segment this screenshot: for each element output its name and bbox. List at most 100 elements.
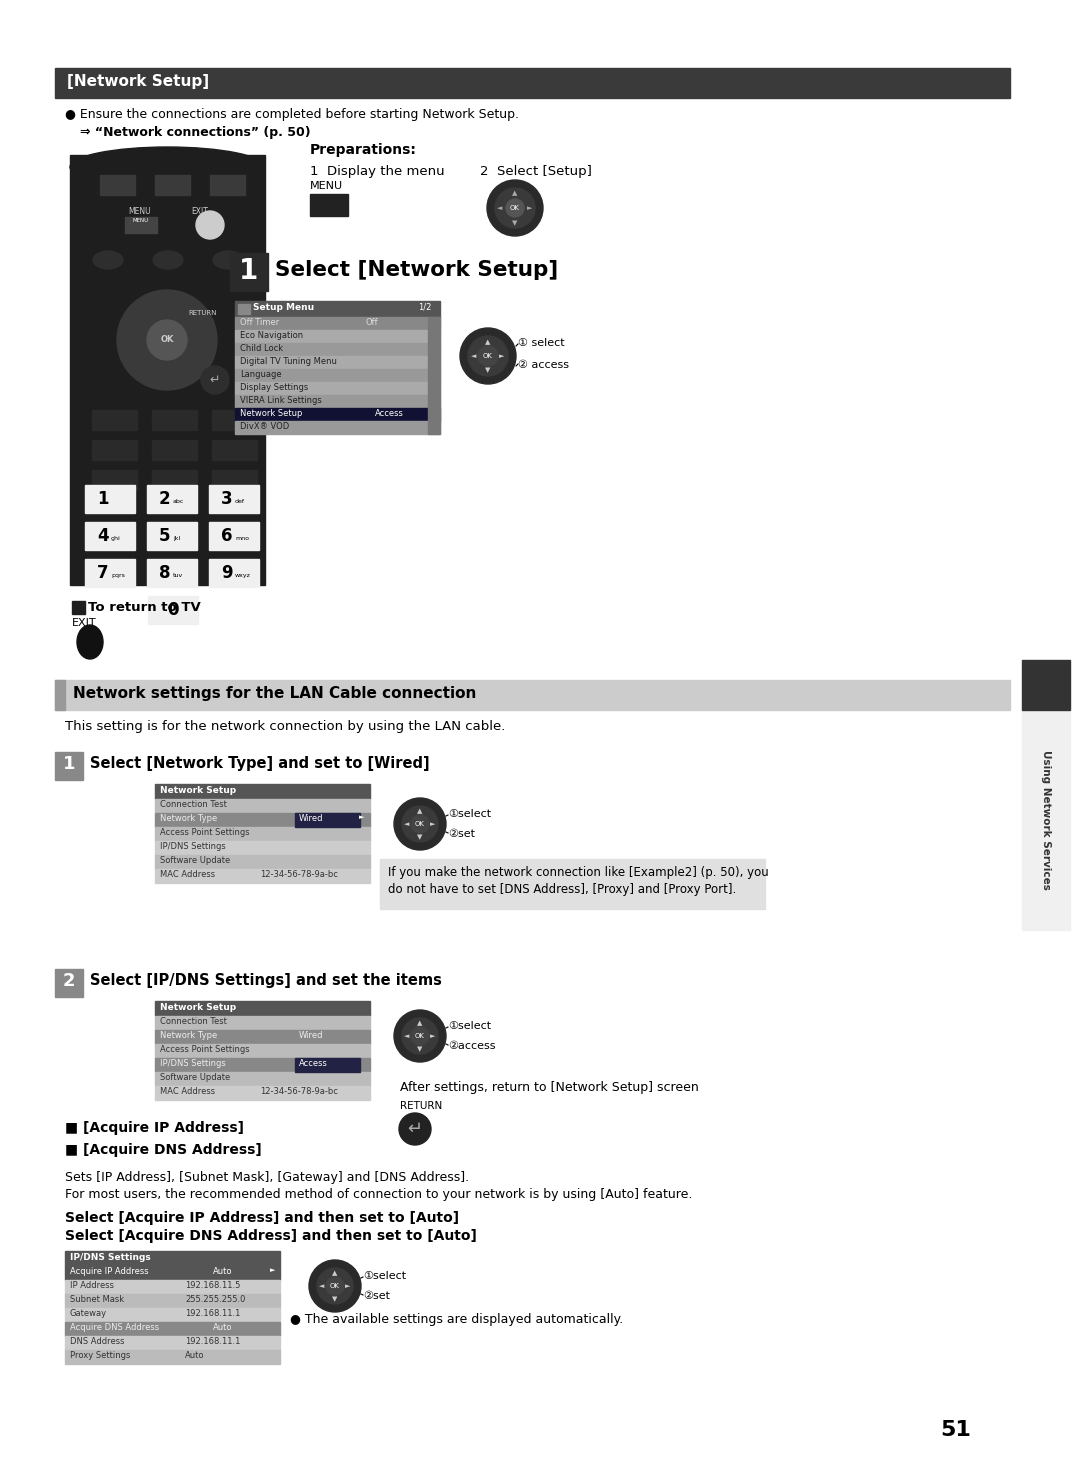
Text: Off: Off bbox=[365, 318, 378, 326]
Text: 6: 6 bbox=[221, 527, 232, 545]
Text: ▼: ▼ bbox=[333, 1296, 338, 1301]
Text: Connection Test: Connection Test bbox=[160, 1017, 227, 1026]
Bar bbox=[230, 253, 268, 291]
Bar bbox=[156, 1058, 370, 1072]
Circle shape bbox=[460, 328, 516, 384]
Circle shape bbox=[495, 187, 535, 228]
Text: ▲: ▲ bbox=[417, 1020, 422, 1026]
Text: Network Setup: Network Setup bbox=[160, 1003, 237, 1012]
Text: Display Settings: Display Settings bbox=[240, 384, 308, 392]
Text: ghi: ghi bbox=[111, 536, 121, 542]
Text: ↵: ↵ bbox=[407, 1120, 422, 1138]
Text: VIERA Link Settings: VIERA Link Settings bbox=[240, 395, 322, 406]
Text: ①select: ①select bbox=[448, 1020, 491, 1031]
Text: Acquire DNS Address: Acquire DNS Address bbox=[70, 1323, 159, 1332]
Text: OK: OK bbox=[415, 821, 424, 827]
Circle shape bbox=[402, 1017, 438, 1054]
Text: ►: ► bbox=[499, 353, 504, 359]
Bar bbox=[212, 470, 257, 490]
Bar bbox=[238, 305, 249, 313]
Ellipse shape bbox=[70, 146, 265, 187]
Text: [Network Setup]: [Network Setup] bbox=[67, 75, 210, 89]
Bar bbox=[210, 559, 259, 587]
Bar bbox=[65, 1280, 280, 1294]
Bar bbox=[156, 1001, 370, 1016]
Text: 7: 7 bbox=[97, 564, 109, 583]
Text: DivX® VOD: DivX® VOD bbox=[240, 422, 289, 430]
Text: Gateway: Gateway bbox=[70, 1309, 107, 1318]
Text: ▲: ▲ bbox=[333, 1269, 338, 1277]
Text: 12-34-56-78-9a-bc: 12-34-56-78-9a-bc bbox=[260, 870, 338, 878]
Bar bbox=[92, 470, 137, 490]
Text: ►: ► bbox=[346, 1282, 351, 1288]
Text: Using Network Services: Using Network Services bbox=[1041, 750, 1051, 890]
Text: ② access: ② access bbox=[518, 360, 569, 370]
Text: Access: Access bbox=[299, 1058, 328, 1069]
Bar bbox=[152, 470, 197, 490]
Text: wxyz: wxyz bbox=[235, 572, 251, 578]
Text: 2  Select [Setup]: 2 Select [Setup] bbox=[480, 165, 592, 179]
Bar bbox=[210, 176, 245, 195]
Text: 4: 4 bbox=[97, 527, 109, 545]
Text: ②set: ②set bbox=[448, 829, 475, 839]
Circle shape bbox=[487, 180, 543, 236]
Text: ►: ► bbox=[430, 821, 435, 827]
Text: Digital TV Tuning Menu: Digital TV Tuning Menu bbox=[240, 357, 337, 366]
Circle shape bbox=[117, 290, 217, 389]
Text: mno: mno bbox=[235, 536, 249, 542]
Bar bbox=[65, 1307, 280, 1322]
Text: ▲: ▲ bbox=[417, 808, 422, 814]
Text: OK: OK bbox=[483, 353, 492, 359]
Text: 1  Display the menu: 1 Display the menu bbox=[310, 165, 445, 179]
Text: pqrs: pqrs bbox=[111, 572, 125, 578]
Bar bbox=[65, 1252, 280, 1266]
Bar bbox=[156, 813, 370, 827]
Text: ◄: ◄ bbox=[471, 353, 476, 359]
Text: Proxy Settings: Proxy Settings bbox=[70, 1351, 131, 1360]
Bar bbox=[428, 318, 440, 433]
Bar bbox=[92, 441, 137, 460]
Text: ● The available settings are displayed automatically.: ● The available settings are displayed a… bbox=[291, 1313, 623, 1326]
Bar bbox=[1022, 710, 1070, 930]
Bar bbox=[310, 195, 348, 217]
Text: Auto: Auto bbox=[213, 1266, 232, 1277]
Text: 8: 8 bbox=[159, 564, 171, 583]
Text: ◄: ◄ bbox=[404, 821, 409, 827]
Circle shape bbox=[411, 1028, 429, 1045]
Text: 1/2: 1/2 bbox=[418, 303, 431, 312]
Text: ①select: ①select bbox=[448, 810, 491, 818]
Circle shape bbox=[201, 366, 229, 394]
Text: Select [Network Type] and set to [Wired]: Select [Network Type] and set to [Wired] bbox=[90, 755, 430, 772]
Text: 192.168.11.1: 192.168.11.1 bbox=[185, 1309, 241, 1318]
Bar bbox=[125, 217, 157, 233]
Text: MAC Address: MAC Address bbox=[160, 870, 215, 878]
Bar bbox=[70, 155, 265, 586]
Text: ▼: ▼ bbox=[512, 220, 517, 225]
Text: 5: 5 bbox=[159, 527, 171, 545]
Text: Setup Menu: Setup Menu bbox=[253, 303, 314, 312]
Text: def: def bbox=[235, 499, 245, 504]
Bar bbox=[147, 559, 197, 587]
Text: ▲: ▲ bbox=[512, 190, 517, 196]
Text: OK: OK bbox=[330, 1282, 340, 1288]
Text: Subnet Mask: Subnet Mask bbox=[70, 1296, 124, 1304]
Text: ◄: ◄ bbox=[404, 1034, 409, 1039]
Text: ▼: ▼ bbox=[417, 834, 422, 840]
Text: EXIT: EXIT bbox=[72, 618, 96, 628]
Circle shape bbox=[195, 211, 224, 239]
Bar bbox=[147, 485, 197, 512]
Text: Language: Language bbox=[240, 370, 282, 379]
Bar bbox=[65, 1294, 280, 1307]
Text: ►: ► bbox=[527, 205, 532, 211]
Text: ►: ► bbox=[270, 1266, 275, 1274]
Bar bbox=[92, 410, 137, 430]
Text: Software Update: Software Update bbox=[160, 856, 230, 865]
Bar bbox=[235, 329, 440, 343]
Text: 2: 2 bbox=[159, 490, 171, 508]
Text: ● Ensure the connections are completed before starting Network Setup.: ● Ensure the connections are completed b… bbox=[65, 108, 519, 122]
Bar bbox=[235, 369, 440, 382]
Text: 192.168.11.1: 192.168.11.1 bbox=[185, 1337, 241, 1345]
Bar bbox=[210, 485, 259, 512]
Text: MENU: MENU bbox=[129, 206, 151, 217]
Bar bbox=[156, 1072, 370, 1086]
